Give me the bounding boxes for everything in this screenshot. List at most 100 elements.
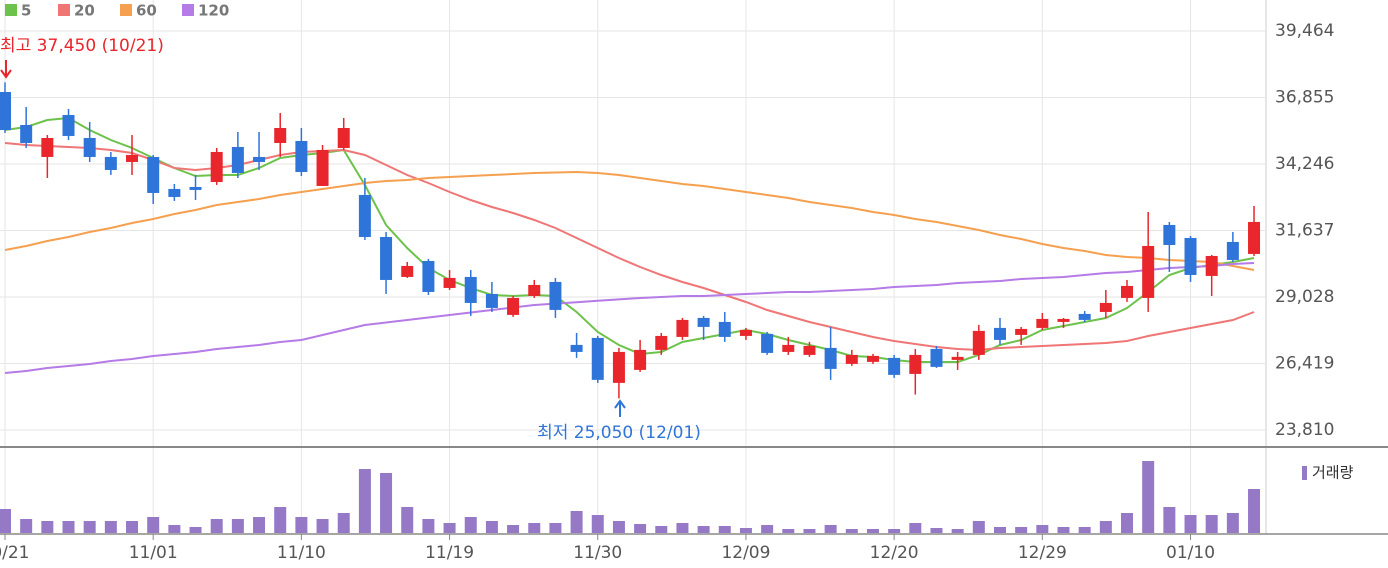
candle-body <box>104 156 117 170</box>
grid-layer <box>0 0 1267 534</box>
volume-bar <box>1078 527 1091 533</box>
candle-body <box>443 277 456 288</box>
volume-bar <box>1205 515 1218 533</box>
low-arrow <box>614 399 626 417</box>
volume-bar <box>528 523 541 533</box>
volume-bar <box>104 521 117 533</box>
x-tick-label: 10/21 <box>0 543 30 563</box>
volume-legend-label: 거래량 <box>1312 464 1354 482</box>
volume-bar <box>126 521 139 533</box>
candle-body <box>803 345 816 355</box>
y-tick-label: 26,419 <box>1275 354 1334 374</box>
ma-line <box>4 170 1255 271</box>
volume-bar <box>570 511 583 533</box>
legend-swatch <box>58 4 70 16</box>
candle-body <box>909 354 922 374</box>
candle-body <box>697 317 710 327</box>
candle-body <box>1099 302 1112 312</box>
candle-body <box>634 349 647 370</box>
volume-bar <box>210 519 223 533</box>
candle-body <box>126 154 139 162</box>
candle-body <box>168 188 181 197</box>
y-tick-label: 34,246 <box>1275 154 1334 174</box>
volume-bar <box>401 507 414 533</box>
volume-bar <box>168 525 181 533</box>
volume-bar <box>1226 513 1239 533</box>
volume-bar <box>1142 461 1155 533</box>
volume-bar <box>972 521 985 533</box>
candle-body <box>1036 318 1049 328</box>
candle-body <box>189 186 202 190</box>
low-annotation: 최저 25,050 (12/01) <box>537 423 701 443</box>
volume-bar <box>845 529 858 533</box>
candle-body <box>83 137 96 157</box>
x-tick-label: 01/10 <box>1166 543 1215 563</box>
x-tick-label: 11/10 <box>277 543 326 563</box>
volume-bar <box>380 473 393 533</box>
candle-body <box>676 319 689 337</box>
candle-body <box>485 293 498 308</box>
legend-label: 120 <box>198 2 229 20</box>
x-tick-label: 12/09 <box>721 543 770 563</box>
volume-bar <box>1248 489 1261 533</box>
candle-body <box>591 337 604 380</box>
x-tick-label: 11/19 <box>425 543 474 563</box>
volume-bar <box>634 524 647 533</box>
volume-bar <box>697 526 710 533</box>
volume-bar <box>507 525 520 533</box>
volume-bar <box>20 519 33 533</box>
candle-body <box>972 330 985 355</box>
volume-bar <box>41 521 54 533</box>
volume-bar <box>62 521 75 533</box>
legend-label: 20 <box>74 2 95 20</box>
candle-body <box>1142 245 1155 298</box>
y-tick-label: 36,855 <box>1275 88 1334 108</box>
candle-body <box>655 335 668 350</box>
candle-body <box>231 146 244 173</box>
volume-bar <box>655 526 668 533</box>
y-tick-label: 39,464 <box>1275 21 1334 41</box>
legend-swatch <box>5 4 17 16</box>
candle-body <box>401 265 414 277</box>
volume-bar <box>1036 525 1049 533</box>
legend-label: 60 <box>136 2 157 20</box>
candle-body <box>782 344 795 352</box>
candle-body <box>358 194 371 237</box>
volume-bar <box>358 469 371 533</box>
volume-bar <box>739 528 752 533</box>
volume-bar <box>316 519 329 533</box>
candle-body <box>888 357 901 375</box>
ma-line <box>4 262 1255 374</box>
y-tick-label: 29,028 <box>1275 287 1334 307</box>
legend-swatch <box>120 4 132 16</box>
volume-bar <box>231 519 244 533</box>
candle-body <box>62 114 75 136</box>
volume-bar <box>612 521 625 533</box>
volume-bar <box>761 525 774 533</box>
volume-bar <box>824 525 837 533</box>
volume-bar <box>1163 507 1176 533</box>
x-tick-label: 11/30 <box>573 543 622 563</box>
candle-body <box>930 348 943 367</box>
volume-bar <box>782 529 795 533</box>
volume-bar <box>1015 527 1028 533</box>
candle-body <box>866 355 879 362</box>
candle-body <box>316 149 329 186</box>
volume-bar <box>993 527 1006 533</box>
candle-body <box>210 151 223 182</box>
volume-bar <box>888 529 901 533</box>
legend-label: 5 <box>21 2 31 20</box>
candle-body <box>464 276 477 303</box>
x-tick-label: 11/01 <box>129 543 178 563</box>
volume-bar <box>803 529 816 533</box>
volume-bar <box>718 526 731 533</box>
volume-bar <box>464 517 477 533</box>
volume-bar <box>485 521 498 533</box>
volume-bar <box>0 509 11 533</box>
volume-bar <box>549 523 562 533</box>
candle-body <box>528 284 541 296</box>
candle-body <box>41 137 54 157</box>
volume-bar <box>909 523 922 533</box>
candle-body <box>1248 221 1261 254</box>
volume-bar <box>253 517 266 533</box>
